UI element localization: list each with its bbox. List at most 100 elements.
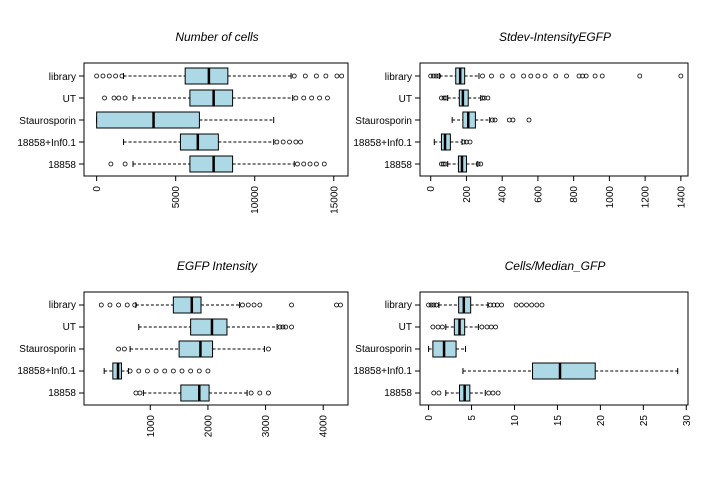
outlier-point [510, 73, 516, 79]
panel-egfp-intensity: EGFP Intensity library UT Staurosporin 1… [17, 259, 349, 438]
x-tick-label: 15 [553, 415, 564, 427]
outlier-point [488, 302, 493, 308]
box-18858 [108, 155, 327, 173]
outlier-point [107, 302, 113, 308]
x-tick-label: 20 [596, 415, 607, 427]
x-tick-label: 15000 [329, 186, 340, 214]
outlier-point [124, 302, 130, 308]
outlier-point [145, 368, 150, 374]
box-library [428, 67, 684, 85]
outlier-point [478, 161, 484, 167]
outlier-point [510, 117, 516, 123]
outlier-point [495, 390, 501, 396]
box-18858 [133, 384, 271, 402]
category-label: 18858+Inf0.1 [17, 366, 76, 377]
box-UT [439, 89, 491, 107]
outlier-point [179, 368, 185, 374]
outlier-point [277, 324, 283, 330]
outlier-point [334, 73, 340, 79]
outlier-point [467, 139, 473, 145]
panel-number-of-cells: Number of cells library UT Staurosporin … [17, 30, 349, 214]
iqr-box [189, 155, 234, 173]
outlier-point [678, 73, 684, 79]
outlier-point [534, 302, 540, 308]
category-label: Staurosporin [355, 344, 412, 355]
outlier-point [431, 390, 437, 396]
outlier-point [245, 302, 251, 308]
outlier-point [116, 95, 122, 101]
outlier-point [122, 161, 128, 167]
outlier-point [479, 324, 485, 330]
outlier-point [289, 324, 294, 330]
x-tick-label: 3000 [261, 415, 272, 438]
category-label: Staurosporin [355, 116, 412, 127]
iqr-box [184, 67, 229, 85]
outlier-point [162, 368, 168, 374]
outlier-point [280, 139, 286, 145]
outlier-point [440, 161, 446, 167]
outlier-point [122, 95, 128, 101]
category-label: library [385, 72, 412, 83]
box-UT [430, 318, 498, 336]
outlier-point [106, 73, 112, 79]
outlier-point [480, 95, 485, 101]
outlier-point [339, 73, 345, 79]
outlier-point [188, 368, 194, 374]
outlier-point [251, 302, 257, 308]
outlier-point [464, 139, 469, 145]
outlier-point [309, 95, 315, 101]
outlier-point [287, 139, 292, 145]
outlier-point [499, 73, 505, 79]
outlier-point [298, 139, 303, 145]
outlier-point [529, 302, 535, 308]
outlier-point [526, 117, 532, 123]
box-18858+Inf0.1 [103, 362, 211, 380]
outlier-point [102, 95, 107, 101]
iqr-box [172, 296, 202, 314]
x-tick-label: 10 [510, 415, 521, 427]
category-label: UT [399, 94, 412, 105]
outlier-point [428, 302, 434, 308]
outlier-point [499, 302, 505, 308]
category-label: UT [399, 322, 412, 333]
category-label: 18858+Inf0.1 [353, 366, 412, 377]
box-library [98, 296, 343, 314]
outlier-point [436, 73, 442, 79]
box-18858 [431, 384, 501, 402]
outlier-point [323, 73, 329, 79]
outlier-point [426, 302, 431, 308]
iqr-box [178, 340, 214, 358]
outlier-point [307, 161, 313, 167]
outlier-point [274, 139, 280, 145]
x-tick-label: 400 [498, 186, 509, 203]
outlier-point [301, 161, 307, 167]
outlier-point [94, 73, 100, 79]
x-tick-label: 4000 [319, 415, 330, 438]
category-label: library [49, 300, 76, 311]
outlier-point [441, 95, 447, 101]
outlier-point [535, 73, 541, 79]
category-label: UT [63, 322, 76, 333]
outlier-point [137, 390, 143, 396]
outlier-point [116, 302, 121, 308]
outlier-point [433, 73, 439, 79]
outlier-point [293, 139, 299, 145]
outlier-point [289, 302, 294, 308]
iqr-box [189, 89, 234, 107]
outlier-point [513, 302, 519, 308]
outlier-point [119, 73, 125, 79]
outlier-point [100, 73, 106, 79]
outlier-point [431, 302, 437, 308]
panel-stdev-intensity-egfp: Stdev-IntensityEGFP library UT Staurospo… [353, 30, 689, 209]
iqr-box [179, 133, 219, 151]
box-library [94, 67, 345, 85]
outlier-point [436, 390, 442, 396]
outlier-point [461, 139, 467, 145]
iqr-box [96, 111, 200, 129]
outlier-point [442, 161, 448, 167]
category-label: 18858+Inf0.1 [353, 138, 412, 149]
x-tick-label: 1400 [676, 186, 687, 209]
x-tick-label: 1000 [605, 186, 616, 209]
outlier-point [481, 95, 487, 101]
